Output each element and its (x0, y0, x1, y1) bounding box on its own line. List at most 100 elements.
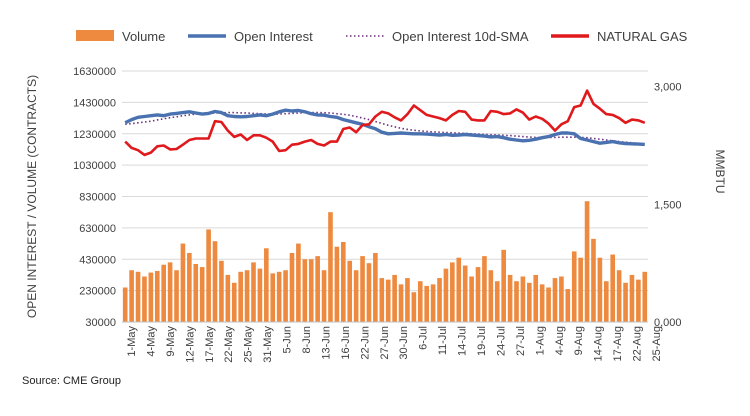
volume-bar-15 (219, 260, 224, 322)
volume-bar-41 (385, 279, 391, 322)
volume-bar-0 (122, 287, 128, 322)
x-tick-7: 31-May (262, 326, 274, 363)
volume-bar-40 (379, 278, 385, 322)
volume-bar-50 (443, 268, 449, 322)
volume-bar-16 (225, 274, 231, 322)
x-tick-16: 11-Jul (437, 326, 449, 355)
volume-bar-7 (167, 262, 173, 322)
volume-bar-49 (437, 278, 442, 322)
open-interest-line (124, 108, 645, 147)
volume-bar-5 (154, 271, 160, 322)
volume-bar-60 (507, 274, 513, 322)
volume-bar-69 (565, 289, 571, 322)
volume-bar-38 (366, 263, 372, 322)
volume-bar-17 (231, 282, 237, 322)
x-tick-6: 25-May (243, 326, 255, 363)
x-tick-0: 1-May (126, 326, 138, 357)
x-tick-23: 9-Aug (573, 326, 585, 355)
x-tick-25: 17-Aug (612, 326, 624, 361)
x-tick-22: 4-Aug (554, 326, 566, 355)
volume-bar-31 (321, 270, 327, 322)
volume-bar-25 (283, 270, 288, 322)
y-left-tick-0: 30000 (85, 317, 116, 329)
volume-bar-14 (212, 241, 218, 322)
volume-bar-34 (340, 241, 346, 322)
volume-bar-29 (308, 259, 314, 322)
x-tick-12: 22-Jun (359, 326, 371, 360)
x-tick-26: 22-Aug (632, 326, 644, 361)
x-tick-20: 27-Jul (515, 326, 527, 356)
volume-bar-28 (302, 259, 308, 322)
volume-bar-59 (501, 249, 506, 322)
volume-bar-33 (334, 246, 340, 322)
volume-bar-24 (276, 271, 282, 322)
volume-bar-12 (199, 267, 205, 322)
volume-bar-80 (636, 279, 641, 322)
natural-gas-line (124, 89, 646, 157)
x-tick-10: 13-Jun (320, 326, 332, 360)
volume-bar-4 (148, 272, 154, 322)
volume-bar-68 (559, 276, 564, 322)
legend-swatch-volume (76, 30, 114, 41)
volume-bar-1 (129, 270, 134, 322)
volume-bar-36 (353, 270, 359, 322)
volume-bar-61 (514, 281, 519, 322)
y-left-tick-8: 1630000 (73, 66, 116, 78)
volume-bar-67 (552, 278, 558, 322)
volume-bar-8 (174, 270, 179, 322)
volume-bar-19 (244, 270, 250, 322)
volume-bar-6 (161, 264, 167, 322)
volume-bar-20 (251, 262, 256, 322)
x-tick-2: 9-May (165, 326, 177, 357)
y-right-tick-1: 1,500 (654, 199, 682, 211)
volume-bar-27 (296, 243, 301, 322)
volume-bar-53 (462, 265, 468, 322)
legend-label-0: Volume (122, 29, 165, 44)
y-left-tick-5: 1030000 (73, 160, 116, 172)
volume-bar-44 (405, 278, 410, 322)
volume-bar-51 (450, 262, 455, 322)
x-tick-5: 22-May (223, 326, 235, 363)
volume-bar-48 (430, 284, 436, 322)
volume-bar-30 (315, 256, 320, 322)
x-tick-14: 30-Jun (398, 326, 410, 360)
y-left-tick-2: 430000 (79, 254, 116, 266)
x-tick-19: 24-Jul (495, 326, 507, 356)
y-left-tick-6: 1230000 (73, 129, 116, 141)
volume-bar-75 (603, 281, 609, 322)
volume-bar-66 (546, 287, 551, 322)
x-tick-11: 16-Jun (340, 326, 352, 360)
volume-bar-23 (270, 273, 276, 322)
volume-bar-18 (238, 271, 243, 322)
x-tick-8: 5-Jun (282, 326, 294, 354)
volume-bar-71 (578, 257, 583, 322)
volume-bar-2 (135, 271, 141, 322)
volume-bar-64 (533, 274, 539, 322)
x-tick-18: 19-Jul (476, 326, 488, 356)
volume-bar-3 (142, 276, 147, 322)
volume-bar-54 (469, 276, 474, 322)
volume-bar-35 (347, 260, 353, 322)
x-tick-1: 4-May (145, 326, 157, 357)
x-tick-4: 17-May (204, 326, 216, 363)
volume-bar-58 (494, 281, 500, 322)
volume-bar-39 (373, 252, 378, 322)
volume-bar-65 (539, 284, 545, 322)
volume-bar-22 (264, 248, 269, 322)
open-interest-sma-line (125, 111, 645, 145)
y-right-tick-2: 3,000 (654, 82, 682, 94)
y-right-axis-title: MMBTU (713, 150, 727, 194)
x-tick-21: 1-Aug (534, 326, 546, 355)
volume-bar-62 (520, 276, 526, 322)
volume-bar-56 (482, 256, 487, 322)
legend-label-1: Open Interest (234, 29, 313, 44)
volume-bar-79 (629, 274, 635, 322)
source-caption: Source: CME Group (22, 375, 122, 387)
volume-bar-45 (411, 292, 417, 322)
volume-bar-42 (392, 274, 397, 322)
volume-bar-13 (206, 229, 211, 322)
x-tick-24: 14-Aug (593, 326, 605, 361)
y-left-tick-1: 230000 (79, 286, 116, 298)
